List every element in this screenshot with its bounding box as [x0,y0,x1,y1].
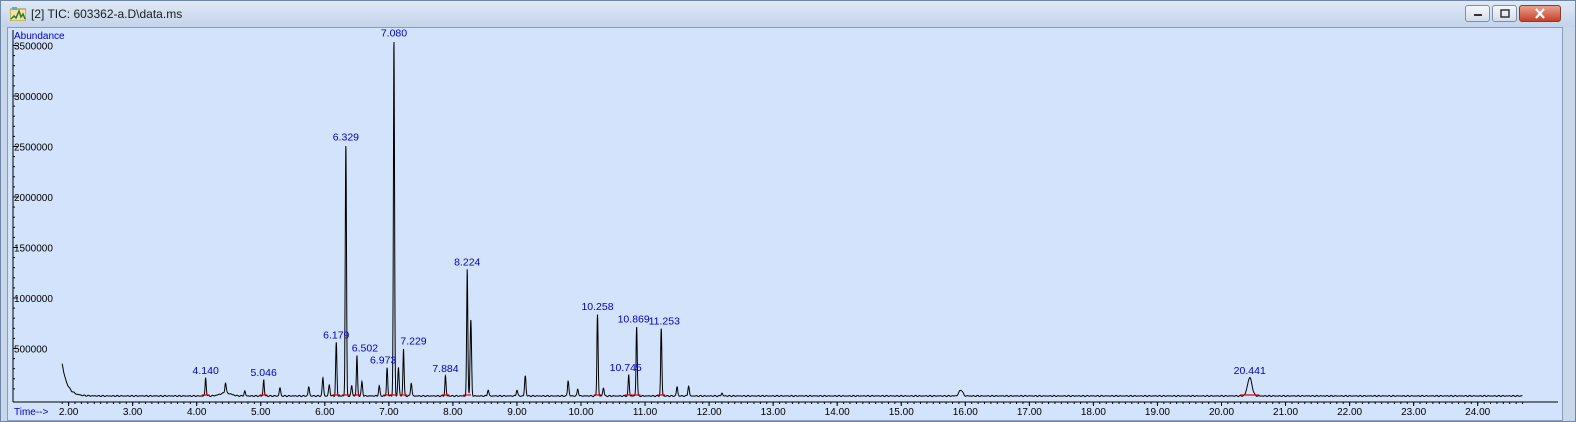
x-tick-label: 16.00 [953,407,978,418]
y-tick-label: 1000000 [14,294,53,305]
peak-label: 8.224 [454,257,480,269]
app-icon [9,7,27,22]
peak-label: 20.441 [1234,365,1266,377]
peak-label: 6.502 [352,343,378,355]
y-tick-label: 2000000 [14,193,53,204]
x-tick-label: 14.00 [825,407,850,418]
title-bar[interactable]: [2] TIC: 603362-a.D\data.ms [1,1,1575,27]
x-tick-label: 22.00 [1337,407,1362,418]
x-tick-label: 13.00 [761,407,786,418]
x-tick-label: 17.00 [1017,407,1042,418]
minimize-button[interactable] [1465,5,1490,22]
x-tick-label: 19.00 [1145,407,1170,418]
peak-label: 6.179 [323,329,349,341]
chromatogram-svg: 500000 1000000 1500000 2000000 2500000 300000… [12,28,1558,418]
x-tick-label: 7.00 [379,407,399,418]
x-tick-label: 10.00 [568,407,593,418]
peak-label: 6.329 [333,131,359,143]
window-right-border [1565,27,1575,421]
peak-label: 6.973 [370,355,396,367]
minimize-icon [1473,13,1482,16]
peak-label: 7.884 [432,363,458,375]
y-tick-label: 500000 [14,345,48,356]
x-tick-label: 8.00 [443,407,463,418]
y-tick-label: 3500000 [14,42,53,53]
x-tick-label: 20.00 [1209,407,1234,418]
close-icon [1535,8,1545,19]
close-button[interactable] [1519,5,1561,22]
x-tick-label: 11.00 [633,407,658,418]
peak-label: 10.258 [581,301,613,313]
x-tick-label: 23.00 [1401,407,1426,418]
x-tick-label: 3.00 [123,407,143,418]
peak-label: 5.046 [251,367,277,379]
maximize-button[interactable] [1492,5,1517,22]
window-controls [1463,5,1561,23]
peak-label: 10.745 [610,362,642,374]
peak-label: 11.253 [649,315,680,327]
window-title: [2] TIC: 603362-a.D\data.ms [31,7,183,21]
peak-label: 7.080 [381,28,407,39]
y-tick-label: 1500000 [14,244,53,255]
peak-label: 4.140 [193,365,219,377]
x-axis-label: Time--> [14,407,49,418]
y-tick-label: 3000000 [14,92,53,103]
x-tick-label: 15.00 [889,407,914,418]
y-axis-label: Abundance [14,31,65,42]
chromatogram-plot[interactable]: 500000 1000000 1500000 2000000 2500000 300000… [7,27,1563,421]
x-tick-label: 6.00 [315,407,335,418]
x-tick-label: 5.00 [251,407,271,418]
maximize-icon [1499,9,1510,18]
x-tick-label: 12.00 [697,407,722,418]
x-tick-label: 18.00 [1081,407,1106,418]
x-tick-label: 4.00 [187,407,207,418]
tic-trace [61,41,1523,398]
x-tick-label: 2.00 [59,407,79,418]
peak-label: 7.229 [400,336,426,348]
peak-label: 10.869 [618,313,650,325]
y-tick-label: 2500000 [14,143,53,154]
x-tick-label: 21.00 [1273,407,1298,418]
x-tick-label: 9.00 [507,407,527,418]
x-tick-label: 24.00 [1465,407,1490,418]
